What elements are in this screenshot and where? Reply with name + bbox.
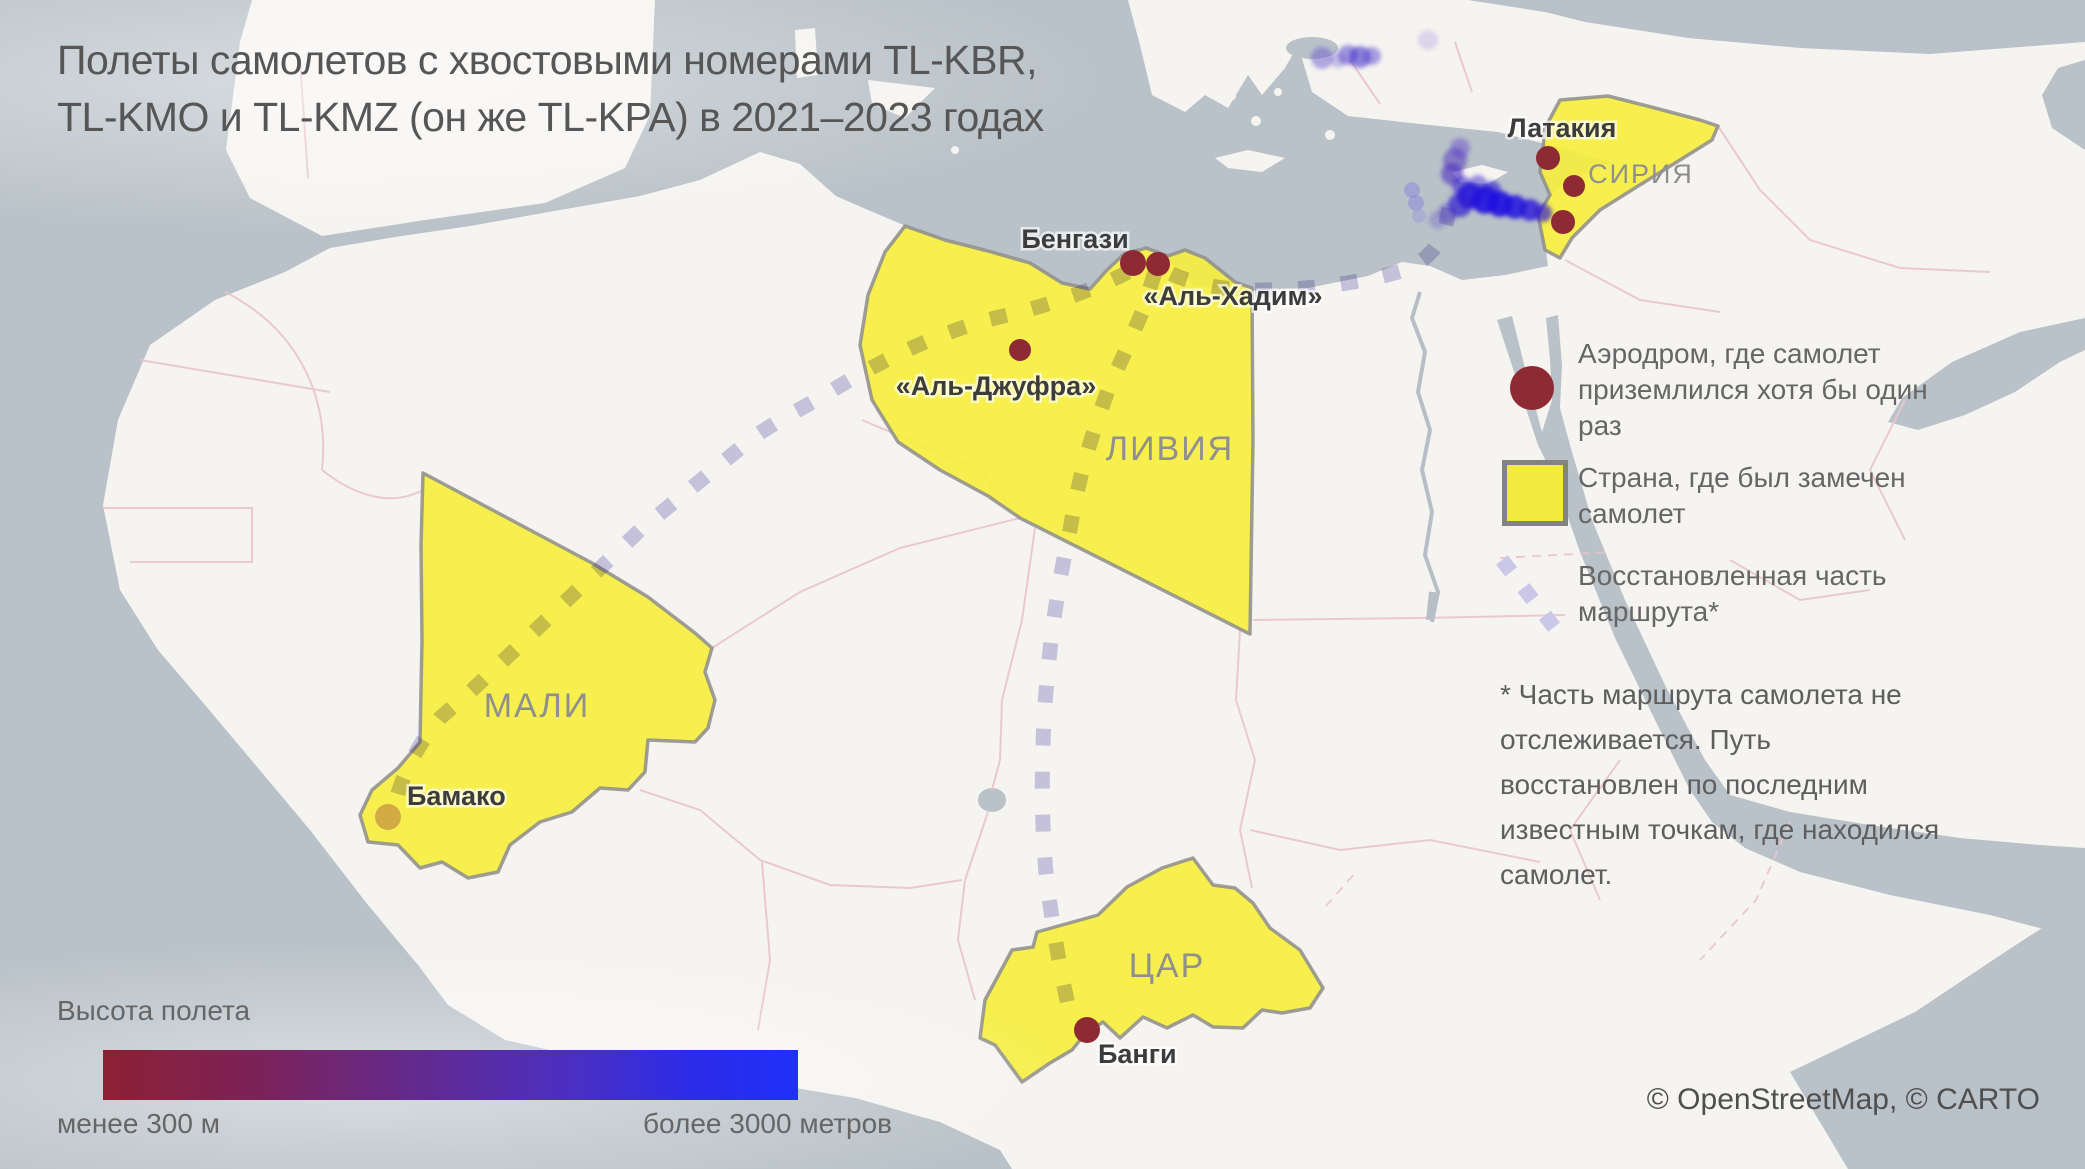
airport-dot-latakia — [1536, 146, 1560, 170]
iberia-landmass — [226, 0, 655, 236]
country-mali — [358, 471, 717, 880]
airport-dots — [375, 146, 1585, 1043]
island-layer — [226, 0, 1508, 236]
country-legend-label: Страна, где был замечен самолет — [1578, 462, 1906, 529]
route-footnote: * Часть маршрута самолета не отслеживает… — [1500, 679, 1940, 890]
sea-indian-ocean-corner — [1790, 900, 2085, 1169]
route-alkhadim-bangui — [1034, 269, 1163, 1030]
city-label-bangui: Банги — [1098, 1039, 1177, 1069]
route-latakia-alkhadim — [1153, 206, 1457, 298]
city-label-al-jufra: «Аль-Джуфра» — [896, 371, 1096, 401]
country-syria — [1536, 94, 1720, 260]
country-label-mali: МАЛИ — [484, 687, 591, 725]
lake-chad — [978, 788, 1006, 812]
country-labels: СИРИЯ ЛИВИЯ МАЛИ ЦАР — [484, 159, 1694, 985]
country-label-libya: ЛИВИЯ — [1106, 430, 1234, 468]
island-rhodes — [1325, 130, 1335, 140]
title-line-2: TL-KMO и TL-KMZ (он же TL-KPA) в 2021–20… — [57, 94, 1044, 140]
airport-dot-bangui — [1074, 1017, 1100, 1043]
country-legend-icon — [1502, 460, 1568, 526]
sea-persian-gulf — [1888, 318, 2085, 430]
flight-track-east-med — [1429, 138, 1552, 229]
island-aegean-2 — [1228, 92, 1236, 100]
airport-legend-icon — [1510, 366, 1554, 410]
city-label-latakia: Латакия — [1508, 113, 1617, 143]
altitude-max-label: более 3000 метров — [643, 1108, 893, 1139]
island-sicily — [868, 80, 935, 118]
sea-black-sea — [1468, 0, 2085, 54]
route-layer — [383, 206, 1457, 1030]
island-aegean-3 — [1251, 116, 1261, 126]
city-labels: Латакия Бенгази «Аль-Хадим» «Аль-Джуфра»… — [405, 111, 1619, 1072]
highlighted-countries — [358, 94, 1720, 1084]
city-label-benghazi: Бенгази — [1021, 224, 1128, 254]
map-attribution: © OpenStreetMap, © CARTO — [1646, 1083, 2040, 1116]
airport-legend-label: Аэродром, где самолет приземлился хотя б… — [1578, 338, 1928, 441]
island-balearic — [549, 143, 575, 153]
airport-dot-al-jufra — [1009, 339, 1031, 361]
city-label-bamako: Бамако — [407, 781, 506, 811]
city-label-al-khadim: «Аль-Хадим» — [1143, 281, 1322, 311]
flight-track-south-cyprus — [1404, 182, 1426, 223]
airport-dot-bamako — [375, 804, 401, 830]
airport-dot-benghazi-1 — [1120, 250, 1146, 276]
route-legend-icon — [1496, 555, 1570, 645]
airport-dot-syria-2 — [1563, 175, 1585, 197]
title-line-1: Полеты самолетов с хвостовыми номерами T… — [57, 37, 1038, 83]
island-sardinia — [795, 28, 818, 78]
altitude-legend-title: Высота полета — [57, 995, 251, 1026]
island-crete — [1215, 150, 1285, 172]
country-label-car: ЦАР — [1129, 947, 1206, 985]
river-nile — [1409, 291, 1441, 623]
sea-red-sea-aden — [1497, 315, 2085, 940]
page-title: Полеты самолетов с хвостовыми номерами T… — [57, 32, 1207, 146]
flight-track-west-turkey — [1311, 30, 1438, 69]
country-car — [978, 856, 1325, 1084]
island-aegean-4 — [1274, 88, 1282, 96]
sea-caspian-edge — [2042, 60, 2085, 150]
island-aegean-1 — [1206, 66, 1214, 74]
altitude-min-label: менее 300 м — [57, 1108, 220, 1139]
airport-dot-benghazi-2 — [1146, 252, 1170, 276]
airport-dot-syria-3 — [1551, 210, 1575, 234]
country-label-syria: СИРИЯ — [1588, 159, 1694, 189]
route-legend-label: Восстановленная часть маршрута* — [1578, 560, 1887, 627]
altitude-gradient-bar — [103, 1050, 798, 1100]
island-malta — [951, 146, 959, 154]
